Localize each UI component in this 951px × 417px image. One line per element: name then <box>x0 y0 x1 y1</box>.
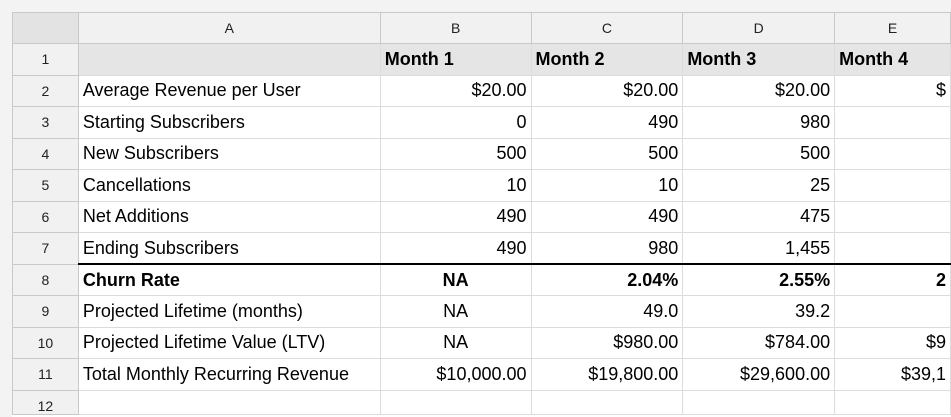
cell[interactable] <box>834 137 951 170</box>
cell[interactable]: $ <box>834 74 951 107</box>
table-row: 2 Average Revenue per User $20.00 $20.00… <box>12 74 951 107</box>
cell[interactable] <box>834 295 951 328</box>
table-row: 5 Cancellations 10 10 25 <box>12 169 951 202</box>
row-label[interactable]: Ending Subscribers <box>77 232 381 265</box>
cell[interactable]: 10 <box>530 169 684 202</box>
cell[interactable]: $10,000.00 <box>379 358 532 391</box>
column-header-e[interactable]: E <box>834 12 951 44</box>
cell[interactable]: 475 <box>682 200 836 233</box>
table-row: 3 Starting Subscribers 0 490 980 <box>12 106 951 139</box>
cell[interactable]: 980 <box>682 106 836 139</box>
table-row: 8 Churn Rate NA 2.04% 2.55% 2 <box>12 263 951 296</box>
table-row: 9 Projected Lifetime (months) NA 49.0 39… <box>12 295 951 328</box>
cell[interactable]: 500 <box>682 137 836 170</box>
table-row: 1 Month 1 Month 2 Month 3 Month 4 <box>12 43 951 76</box>
row-header[interactable]: 4 <box>12 137 79 170</box>
cell[interactable]: 490 <box>379 232 532 265</box>
row-header[interactable]: 9 <box>12 295 79 328</box>
cell[interactable]: 490 <box>530 106 684 139</box>
cell[interactable]: NA <box>379 295 532 328</box>
row-header[interactable]: 10 <box>12 326 79 359</box>
spreadsheet-grid: A B C D E 1 Month 1 Month 2 Month 3 Mont… <box>12 12 951 415</box>
row-header[interactable]: 2 <box>12 74 79 107</box>
cell[interactable]: $29,600.00 <box>682 358 836 391</box>
column-header-a[interactable]: A <box>77 12 381 44</box>
cell[interactable]: $784.00 <box>682 326 836 359</box>
table-row: 6 Net Additions 490 490 475 <box>12 200 951 233</box>
cell[interactable] <box>834 169 951 202</box>
cell[interactable]: 980 <box>530 232 684 265</box>
row-header[interactable]: 1 <box>12 43 79 76</box>
cell[interactable] <box>834 106 951 139</box>
row-label[interactable]: Total Monthly Recurring Revenue <box>77 358 381 391</box>
cell[interactable] <box>834 232 951 265</box>
cell[interactable]: 500 <box>379 137 532 170</box>
row-header[interactable]: 5 <box>12 169 79 202</box>
row-header[interactable]: 12 <box>12 389 79 415</box>
cell[interactable]: $20.00 <box>530 74 684 107</box>
cell[interactable]: 490 <box>379 200 532 233</box>
cell[interactable]: $9 <box>834 326 951 359</box>
column-header-row: A B C D E <box>12 12 951 44</box>
cell[interactable]: $39,1 <box>834 358 951 391</box>
cell[interactable]: 2.04% <box>530 263 684 296</box>
column-header-c[interactable]: C <box>530 12 684 44</box>
table-row: 11 Total Monthly Recurring Revenue $10,0… <box>12 358 951 391</box>
cell[interactable]: 490 <box>530 200 684 233</box>
row-label[interactable]: Churn Rate <box>77 263 381 296</box>
row-label[interactable]: Net Additions <box>77 200 381 233</box>
column-header-d[interactable]: D <box>682 12 836 44</box>
row-label[interactable]: New Subscribers <box>77 137 381 170</box>
left-edge <box>0 0 12 417</box>
cell[interactable]: 2 <box>834 263 951 296</box>
toolbar-edge <box>0 0 951 12</box>
header-cell-month-4[interactable]: Month 4 <box>834 43 951 76</box>
header-cell-a1[interactable] <box>77 43 381 76</box>
header-cell-month-2[interactable]: Month 2 <box>530 43 684 76</box>
table-row: 12 <box>12 389 951 415</box>
cell[interactable]: $20.00 <box>682 74 836 107</box>
header-cell-month-3[interactable]: Month 3 <box>682 43 836 76</box>
row-header[interactable]: 8 <box>12 263 79 296</box>
cell[interactable]: 500 <box>530 137 684 170</box>
row-label[interactable]: Projected Lifetime Value (LTV) <box>77 326 381 359</box>
cell[interactable] <box>77 389 381 415</box>
row-label[interactable]: Cancellations <box>77 169 381 202</box>
cell[interactable] <box>682 389 836 415</box>
row-header[interactable]: 3 <box>12 106 79 139</box>
header-cell-month-1[interactable]: Month 1 <box>379 43 532 76</box>
cell[interactable]: 39.2 <box>682 295 836 328</box>
row-label[interactable]: Projected Lifetime (months) <box>77 295 381 328</box>
cell[interactable]: NA <box>379 326 532 359</box>
row-label[interactable]: Average Revenue per User <box>77 74 381 107</box>
column-header-b[interactable]: B <box>379 12 532 44</box>
row-header[interactable]: 11 <box>12 358 79 391</box>
select-all-corner[interactable] <box>12 12 79 44</box>
cell[interactable] <box>530 389 684 415</box>
cell[interactable]: 1,455 <box>682 232 836 265</box>
cell[interactable] <box>379 389 532 415</box>
cell[interactable]: 0 <box>379 106 532 139</box>
cell[interactable]: $19,800.00 <box>530 358 684 391</box>
table-row: 10 Projected Lifetime Value (LTV) NA $98… <box>12 326 951 359</box>
row-header[interactable]: 6 <box>12 200 79 233</box>
cell[interactable]: NA <box>379 263 532 296</box>
cell[interactable]: 25 <box>682 169 836 202</box>
table-row: 4 New Subscribers 500 500 500 <box>12 137 951 170</box>
table-row: 7 Ending Subscribers 490 980 1,455 <box>12 232 951 265</box>
cell[interactable] <box>834 389 951 415</box>
row-label[interactable]: Starting Subscribers <box>77 106 381 139</box>
cell[interactable] <box>834 200 951 233</box>
cell[interactable]: 10 <box>379 169 532 202</box>
cell[interactable]: $20.00 <box>379 74 532 107</box>
cell[interactable]: $980.00 <box>530 326 684 359</box>
cell[interactable]: 49.0 <box>530 295 684 328</box>
row-header[interactable]: 7 <box>12 232 79 265</box>
cell[interactable]: 2.55% <box>682 263 836 296</box>
